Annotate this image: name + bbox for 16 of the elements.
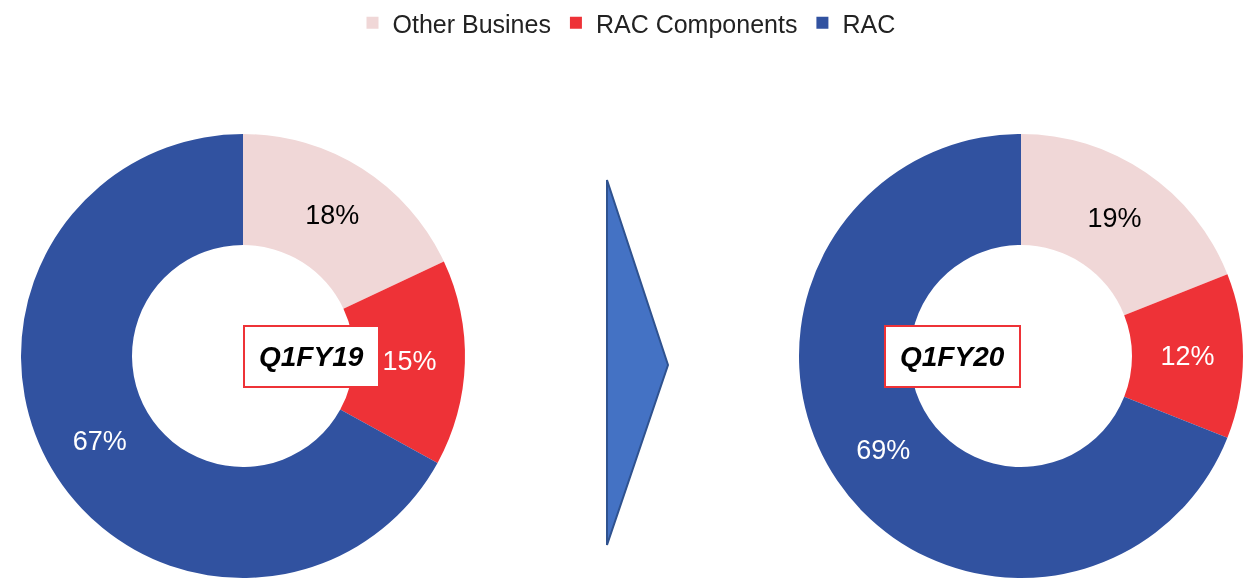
donut-slice: [243, 134, 444, 309]
text: Q1FY20: [900, 341, 1005, 372]
data-label: 12%: [1160, 341, 1215, 371]
text: Q1FY19: [259, 341, 364, 372]
donut-slice: [1021, 134, 1228, 316]
data-label: 19%: [1087, 203, 1142, 234]
donut-slice: [799, 134, 1228, 578]
legend-label: Other Busines: [392, 9, 551, 38]
data-label: 69%: [856, 434, 911, 465]
data-label: 15%: [382, 346, 437, 377]
data-label: 67%: [72, 425, 127, 456]
data-label: 18%: [305, 200, 360, 231]
donut-slice: [21, 134, 438, 578]
donut-slice: [1124, 274, 1243, 438]
legend-label: RAC: [842, 9, 896, 38]
legend-label: RAC Components: [595, 9, 798, 38]
